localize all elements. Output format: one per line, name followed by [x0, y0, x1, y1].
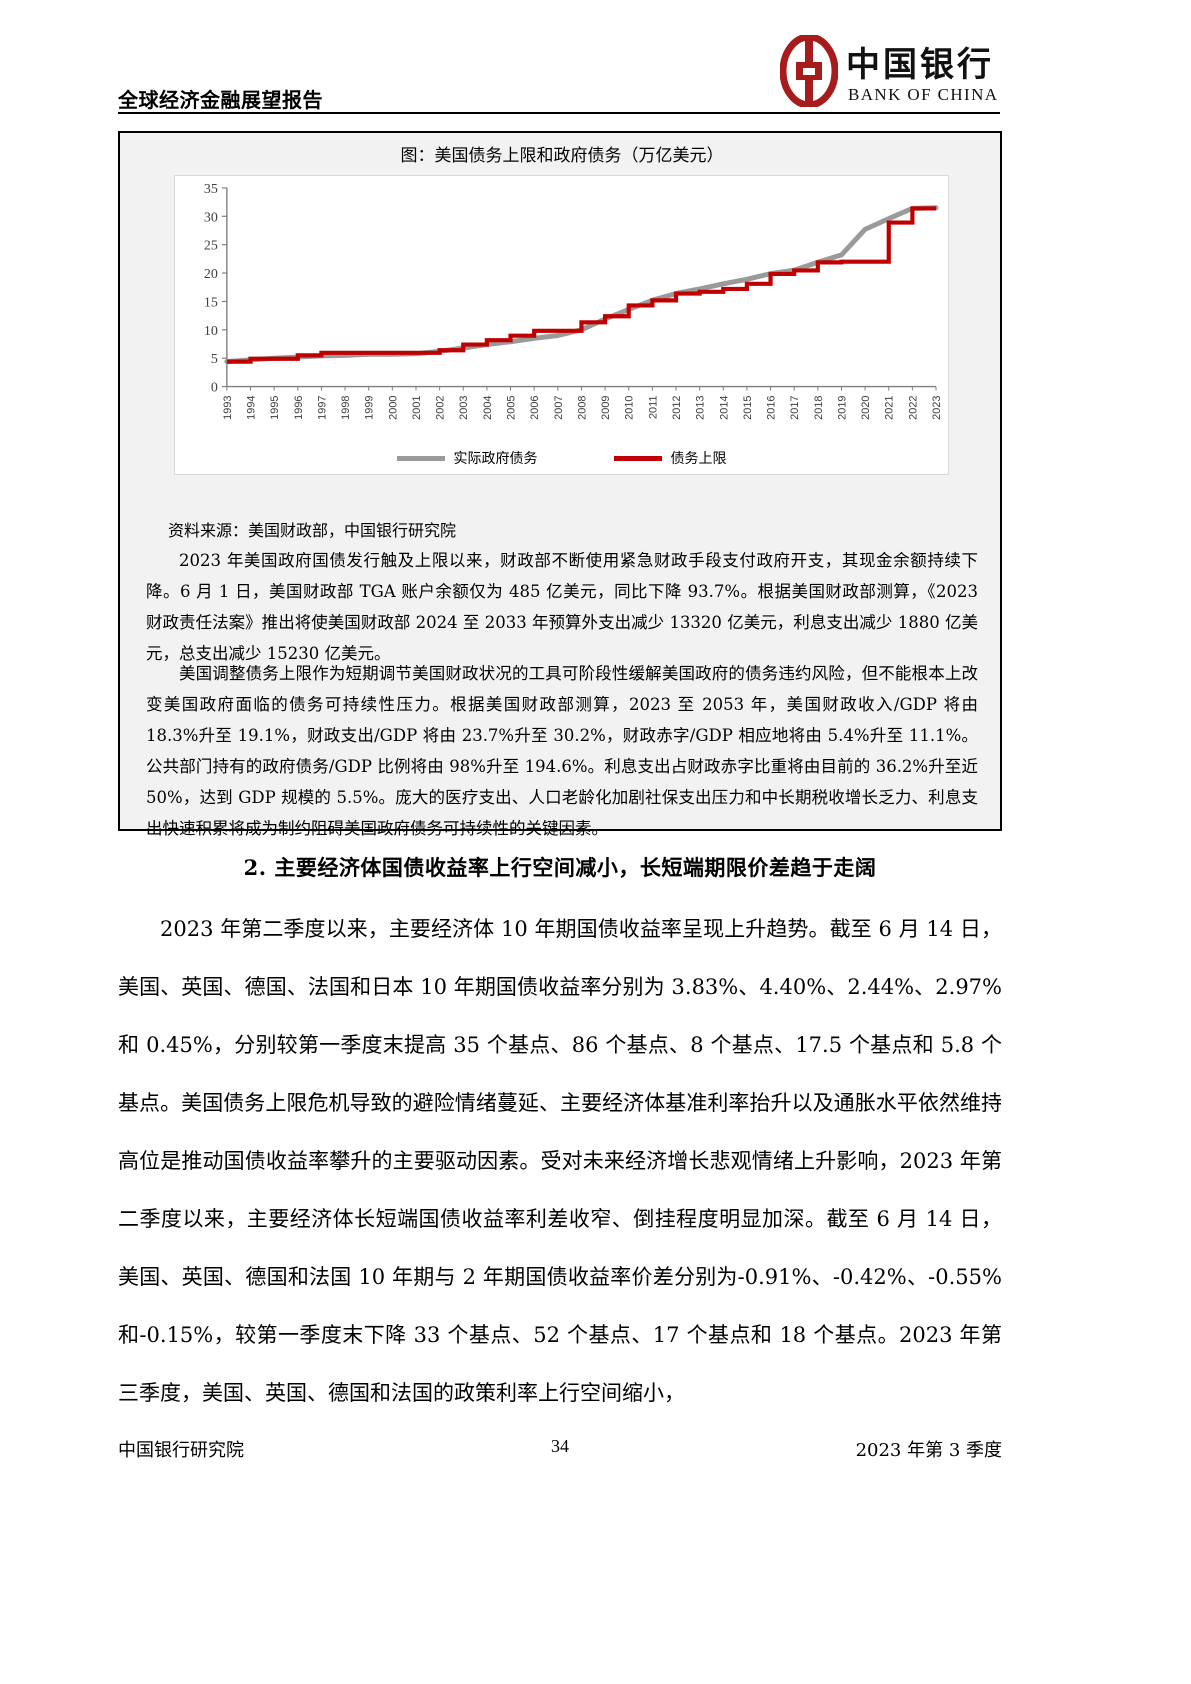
- legend-label-actual-debt: 实际政府债务: [453, 451, 538, 467]
- svg-text:10: 10: [204, 324, 218, 339]
- svg-text:2005: 2005: [506, 396, 518, 420]
- svg-text:2009: 2009: [600, 396, 612, 420]
- figure-box: 图：美国债务上限和政府债务（万亿美元） 0 5 10 15 20 25 30 35 1993 19…: [118, 131, 1002, 838]
- svg-text:1995: 1995: [269, 396, 281, 420]
- page-header: 全球经济金融展望报告 中国银行 BANK OF CHINA: [0, 0, 1191, 120]
- svg-text:2002: 2002: [435, 396, 447, 420]
- report-title: 全球经济金融展望报告: [118, 88, 323, 112]
- svg-text:1997: 1997: [316, 396, 328, 420]
- svg-text:2021: 2021: [884, 396, 896, 420]
- boc-emblem-icon: [780, 35, 838, 107]
- svg-text:2015: 2015: [742, 396, 754, 420]
- figure-title: 图：美国债务上限和政府债务（万亿美元）: [400, 146, 724, 166]
- svg-text:35: 35: [204, 182, 218, 197]
- legend-item-actual-debt: 实际政府债务: [396, 448, 538, 468]
- legend-swatch-gray: [396, 455, 445, 461]
- footer-page-number: 34: [551, 1436, 569, 1456]
- svg-text:20: 20: [204, 267, 218, 282]
- svg-text:2007: 2007: [553, 396, 565, 420]
- bank-name-cn: 中国银行: [846, 45, 994, 85]
- page-footer: 中国银行研究院 34 2023 年第 3 季度: [118, 1436, 1002, 1466]
- legend-swatch-red: [613, 455, 662, 461]
- svg-text:0: 0: [211, 381, 218, 396]
- footer-issue: 2023 年第 3 季度: [855, 1440, 1002, 1461]
- svg-text:2011: 2011: [647, 396, 659, 419]
- section-heading: 2. 主要经济体国债收益率上行空间减小，长短端期限价差趋于走阔: [243, 855, 877, 880]
- svg-text:2017: 2017: [789, 396, 801, 420]
- svg-text:2006: 2006: [529, 396, 541, 420]
- chart-legend: 实际政府债务 债务上限: [175, 448, 948, 468]
- svg-text:2008: 2008: [576, 396, 588, 420]
- svg-text:15: 15: [204, 295, 218, 310]
- footer-institution: 中国银行研究院: [118, 1440, 244, 1461]
- legend-item-debt-ceiling: 债务上限: [613, 448, 727, 468]
- svg-text:2018: 2018: [813, 396, 825, 420]
- svg-text:25: 25: [204, 239, 218, 254]
- svg-text:2001: 2001: [411, 396, 423, 420]
- figure-paragraph-2: 美国调整债务上限作为短期调节美国财政状况的工具可阶段性缓解美国政府的债务违约风险…: [146, 664, 978, 838]
- chart-plot-area: 0 5 10 15 20 25 30 35 1993 1994 1995 1996 1997 1998 19…: [204, 182, 943, 420]
- header-divider: [118, 112, 1000, 114]
- svg-text:2000: 2000: [387, 396, 399, 420]
- svg-text:2016: 2016: [766, 396, 778, 420]
- svg-text:2013: 2013: [695, 396, 707, 420]
- figure-paragraph-1: 2023 年美国政府国债发行触及上限以来，财政部不断使用紧急财政手段支付政府开支…: [146, 551, 978, 663]
- svg-text:2003: 2003: [458, 396, 470, 420]
- svg-text:1998: 1998: [340, 396, 352, 420]
- figure-source: 资料来源：美国财政部，中国银行研究院: [168, 521, 457, 540]
- bank-name-en: BANK OF CHINA: [848, 85, 999, 104]
- legend-label-debt-ceiling: 债务上限: [670, 451, 727, 467]
- bank-of-china-logo: 中国银行 BANK OF CHINA: [780, 35, 1005, 107]
- svg-text:1999: 1999: [364, 396, 376, 420]
- svg-text:5: 5: [211, 352, 218, 367]
- section-paragraph: 2023 年第二季度以来，主要经济体 10 年期国债收益率呈现上升趋势。截至 6…: [118, 917, 1002, 1405]
- svg-text:1993: 1993: [222, 396, 234, 420]
- svg-text:30: 30: [204, 210, 218, 225]
- svg-text:2012: 2012: [671, 396, 683, 420]
- svg-text:1994: 1994: [245, 396, 257, 420]
- svg-text:2010: 2010: [624, 396, 636, 420]
- svg-text:2022: 2022: [907, 396, 919, 420]
- svg-text:1996: 1996: [293, 396, 305, 420]
- svg-text:2014: 2014: [718, 396, 730, 420]
- debt-ceiling-chart: 0 5 10 15 20 25 30 35 1993 1994 1995 1996 1997 1998 19…: [174, 175, 949, 475]
- svg-text:2019: 2019: [836, 396, 848, 420]
- svg-text:2004: 2004: [482, 396, 494, 420]
- svg-text:2023: 2023: [931, 396, 943, 420]
- svg-text:2020: 2020: [860, 396, 872, 420]
